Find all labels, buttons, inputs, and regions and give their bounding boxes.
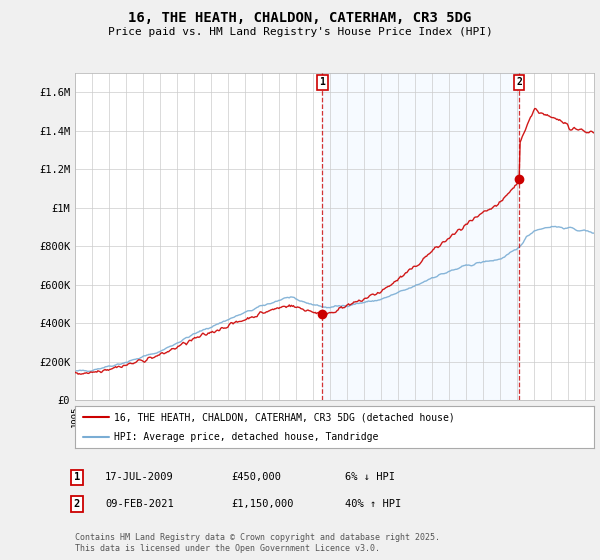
Text: HPI: Average price, detached house, Tandridge: HPI: Average price, detached house, Tand… [114, 432, 379, 442]
Text: 16, THE HEATH, CHALDON, CATERHAM, CR3 5DG (detached house): 16, THE HEATH, CHALDON, CATERHAM, CR3 5D… [114, 412, 455, 422]
Bar [322, 73, 519, 400]
Text: 09-FEB-2021: 09-FEB-2021 [105, 499, 174, 509]
Text: 17-JUL-2009: 17-JUL-2009 [105, 472, 174, 482]
Text: Contains HM Land Registry data © Crown copyright and database right 2025.
This d: Contains HM Land Registry data © Crown c… [75, 533, 440, 553]
Text: £450,000: £450,000 [231, 472, 281, 482]
Text: 40% ↑ HPI: 40% ↑ HPI [345, 499, 401, 509]
Text: 2: 2 [516, 77, 522, 87]
Text: 16, THE HEATH, CHALDON, CATERHAM, CR3 5DG: 16, THE HEATH, CHALDON, CATERHAM, CR3 5D… [128, 11, 472, 25]
Text: 1: 1 [74, 472, 80, 482]
Text: 2: 2 [74, 499, 80, 509]
Text: Price paid vs. HM Land Registry's House Price Index (HPI): Price paid vs. HM Land Registry's House … [107, 27, 493, 37]
Text: 1: 1 [319, 77, 325, 87]
Text: 6% ↓ HPI: 6% ↓ HPI [345, 472, 395, 482]
Text: £1,150,000: £1,150,000 [231, 499, 293, 509]
